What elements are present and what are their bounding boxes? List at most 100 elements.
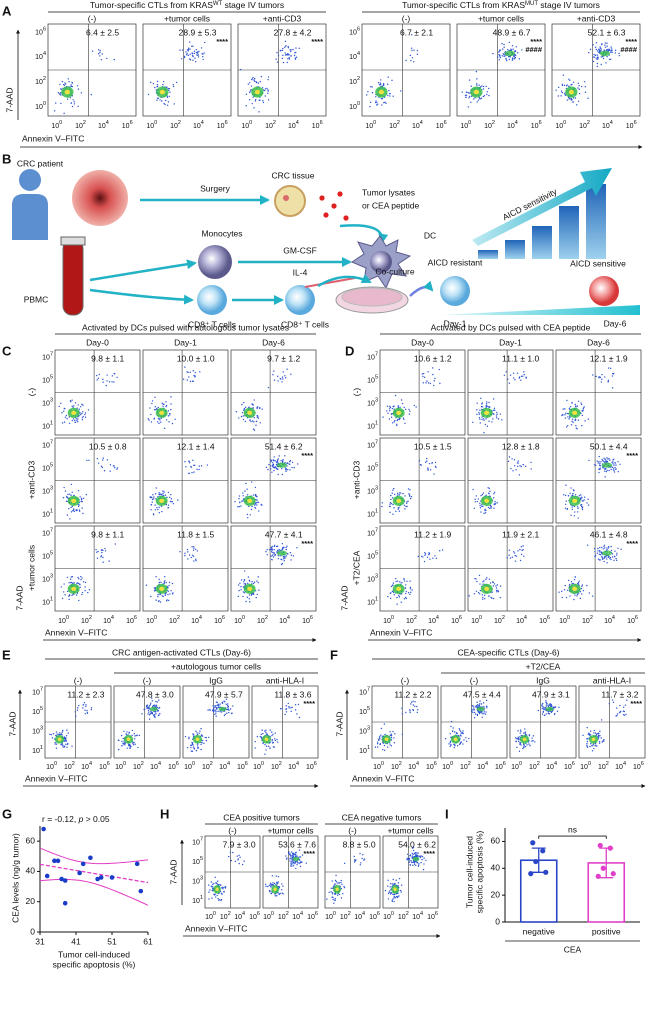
- event-dot: [67, 78, 69, 80]
- tick-exp: 4: [300, 911, 303, 917]
- event-dot: [292, 48, 294, 51]
- event-dot: [568, 78, 570, 80]
- significance: ****: [301, 539, 313, 548]
- event-dot: [398, 494, 401, 496]
- tick-exp: 2: [273, 120, 276, 126]
- event-dot: [193, 747, 196, 750]
- event-dot: [80, 575, 82, 578]
- event-dot: [232, 851, 234, 854]
- event-dot: [66, 746, 68, 748]
- tick-base: 10: [46, 764, 54, 771]
- event-dot: [396, 895, 399, 898]
- event-dot: [207, 709, 209, 711]
- event-dot: [474, 706, 477, 708]
- event-dot: [54, 741, 56, 744]
- event-dot: [81, 417, 84, 419]
- event-dot: [487, 487, 489, 489]
- event-dot: [354, 860, 356, 862]
- y-tick-label: 20: [26, 896, 36, 906]
- event-dot: [156, 506, 158, 509]
- event-dot: [561, 91, 564, 94]
- event-dot: [611, 48, 613, 50]
- event-dot: [273, 545, 275, 548]
- event-dot: [212, 883, 214, 886]
- event-dot: [285, 855, 287, 857]
- event-dot: [192, 549, 195, 551]
- schematic: CRC patient Surgery CRC tissue Tumor lys…: [12, 158, 640, 329]
- event-dot: [255, 420, 258, 423]
- event-dot: [55, 743, 58, 745]
- event-dot: [84, 416, 87, 418]
- event-dot: [56, 733, 58, 735]
- event-dot: [515, 46, 517, 48]
- event-dot: [150, 421, 153, 423]
- event-dot: [385, 102, 387, 105]
- event-dot: [613, 471, 616, 473]
- event-dot: [183, 56, 186, 59]
- event-dot: [610, 468, 612, 471]
- tick-base: 10: [460, 764, 468, 771]
- event-dot: [425, 457, 428, 460]
- tick-exp: 3: [200, 876, 203, 882]
- event-dot: [512, 372, 515, 374]
- event-dot: [202, 56, 204, 58]
- event-dot: [484, 508, 486, 511]
- event-dot: [468, 79, 471, 81]
- event-dot: [406, 580, 408, 582]
- event-dot: [274, 553, 277, 556]
- event-dot: [117, 748, 120, 751]
- event-dot: [489, 490, 491, 492]
- tick-exp: 5: [375, 551, 378, 557]
- event-dot: [598, 50, 600, 53]
- event-dot: [519, 732, 521, 734]
- event-dot: [517, 740, 520, 743]
- tick-exp: 2: [406, 911, 409, 917]
- event-dot: [185, 466, 187, 468]
- event-dot: [149, 407, 151, 409]
- event-dot: [479, 711, 481, 714]
- event-dot: [331, 892, 334, 894]
- value-label: 12.8 ± 1.8: [502, 441, 540, 451]
- event-dot: [378, 737, 381, 739]
- tick-exp: 0: [192, 761, 195, 767]
- event-dot: [606, 457, 608, 459]
- flow-plot: 52.1 ± 6.3****####: [551, 23, 641, 117]
- axis-label: 7-AAD: [14, 585, 24, 610]
- tick-label: 104: [234, 911, 245, 920]
- tick-base: 10: [477, 764, 485, 771]
- event-dot: [82, 415, 84, 418]
- event-dot: [192, 380, 195, 382]
- event-dot: [610, 549, 613, 552]
- event-dot: [242, 591, 244, 593]
- event-dot: [518, 58, 521, 60]
- event-dot: [605, 470, 608, 473]
- event-dot: [390, 733, 392, 735]
- event-dot: [391, 883, 394, 885]
- event-dot: [467, 106, 470, 108]
- tick-base: 10: [42, 465, 50, 472]
- event-dot: [281, 49, 284, 52]
- flow-plot: 10.6 ± 1.2: [379, 349, 466, 436]
- event-dot: [256, 580, 258, 582]
- event-dot: [606, 547, 608, 549]
- event-dot: [77, 490, 80, 492]
- event-dot: [123, 742, 126, 744]
- event-dot: [66, 729, 68, 731]
- big-arrow: [472, 168, 612, 246]
- title-sup: WT: [213, 1, 223, 7]
- event-dot: [194, 371, 196, 374]
- event-dot: [249, 99, 251, 101]
- point: [540, 848, 546, 854]
- event-dot: [225, 698, 228, 700]
- event-dot: [409, 586, 412, 589]
- flow-plot: 12.1 ± 1.4: [142, 437, 229, 524]
- event-dot: [599, 558, 601, 561]
- event-dot: [424, 554, 426, 556]
- event-dot: [577, 87, 579, 89]
- tick-label: 102: [271, 761, 282, 770]
- tick-label: 104: [288, 761, 299, 770]
- event-dot: [49, 733, 51, 735]
- event-dot: [394, 733, 396, 735]
- event-dot: [67, 732, 69, 734]
- event-dot: [480, 703, 483, 705]
